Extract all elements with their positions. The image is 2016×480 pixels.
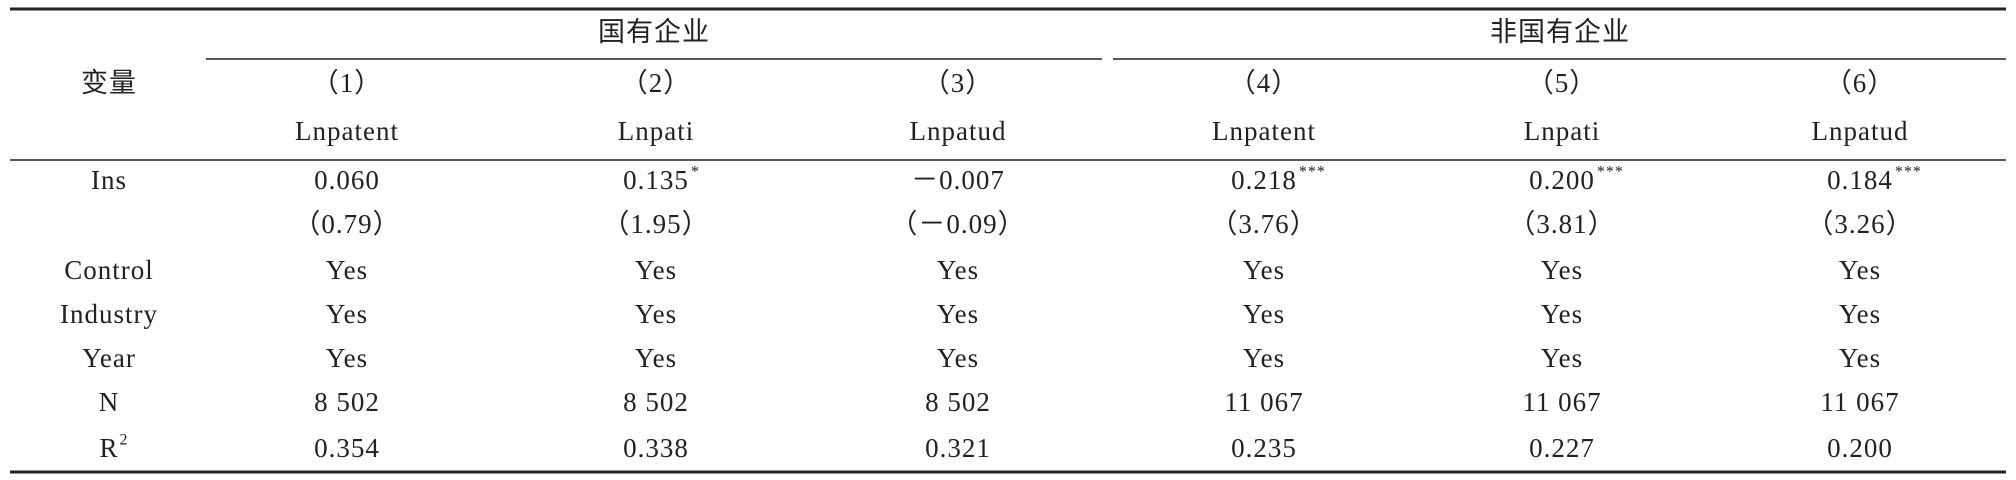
cell: 0.235 — [1231, 433, 1297, 463]
cell: Yes — [1243, 255, 1285, 285]
significance-stars: *** — [1597, 164, 1624, 181]
column-number: （4） — [1229, 68, 1300, 98]
cell: Yes — [1243, 343, 1285, 373]
cell: 0.338 — [623, 433, 689, 463]
cell: －0.007 — [911, 165, 1005, 195]
significance-stars: * — [691, 164, 700, 181]
cell: Yes — [326, 255, 368, 285]
column-number: （1） — [312, 68, 383, 98]
row-label: Control — [64, 255, 154, 285]
cell: 0.060 — [314, 165, 380, 195]
group-header: 非国有企业 — [1490, 17, 1630, 47]
dependent-variable: Lnpati — [618, 116, 694, 146]
cell: Yes — [1541, 299, 1583, 329]
cell: （3.26） — [1806, 209, 1913, 239]
cell: Yes — [635, 299, 677, 329]
row-label: R — [99, 433, 118, 463]
cell: 0.218 — [1231, 165, 1297, 195]
cell: （1.95） — [602, 209, 709, 239]
cell: （3.81） — [1508, 209, 1615, 239]
cell: 0.200 — [1827, 433, 1893, 463]
cell: 11 067 — [1224, 387, 1303, 417]
cell: 0.227 — [1529, 433, 1595, 463]
significance-stars: *** — [1299, 164, 1326, 181]
cell: 0.200 — [1529, 165, 1595, 195]
cell: 0.354 — [314, 433, 380, 463]
cell: Yes — [1541, 343, 1583, 373]
cell: Yes — [635, 343, 677, 373]
cell: 0.321 — [925, 433, 991, 463]
cell: 0.135 — [623, 165, 689, 195]
cell: Yes — [1541, 255, 1583, 285]
row-label: Industry — [60, 299, 158, 329]
dependent-variable: Lnpatud — [1812, 116, 1909, 146]
cell: 11 067 — [1820, 387, 1899, 417]
row-label: Year — [82, 343, 136, 373]
cell: Yes — [937, 299, 979, 329]
cell: Yes — [1839, 255, 1881, 285]
row-label: N — [99, 387, 120, 417]
cell: （3.76） — [1210, 209, 1317, 239]
cell: Yes — [635, 255, 677, 285]
cell: （－0.09） — [890, 209, 1025, 239]
group-header: 国有企业 — [598, 17, 710, 47]
column-number: （5） — [1527, 68, 1598, 98]
cell: 11 067 — [1522, 387, 1601, 417]
dependent-variable: Lnpatent — [295, 116, 399, 146]
cell: Yes — [326, 299, 368, 329]
cell: Yes — [1839, 299, 1881, 329]
row-label: Ins — [91, 165, 127, 195]
cell: 0.184 — [1827, 165, 1893, 195]
dependent-variable: Lnpatud — [910, 116, 1007, 146]
cell: Yes — [937, 343, 979, 373]
column-number: （3） — [923, 68, 994, 98]
cell: 8 502 — [314, 387, 380, 417]
superscript: 2 — [120, 432, 129, 449]
cell: Yes — [326, 343, 368, 373]
column-number: （2） — [621, 68, 692, 98]
dependent-variable: Lnpatent — [1212, 116, 1316, 146]
cell: Yes — [1243, 299, 1285, 329]
cell: 8 502 — [623, 387, 689, 417]
cell: 8 502 — [925, 387, 991, 417]
row-label-header: 变量 — [81, 68, 137, 98]
significance-stars: *** — [1895, 164, 1922, 181]
dependent-variable: Lnpati — [1524, 116, 1600, 146]
cell: Yes — [1839, 343, 1881, 373]
cell: （0.79） — [293, 209, 400, 239]
cell: Yes — [937, 255, 979, 285]
column-number: （6） — [1825, 68, 1896, 98]
